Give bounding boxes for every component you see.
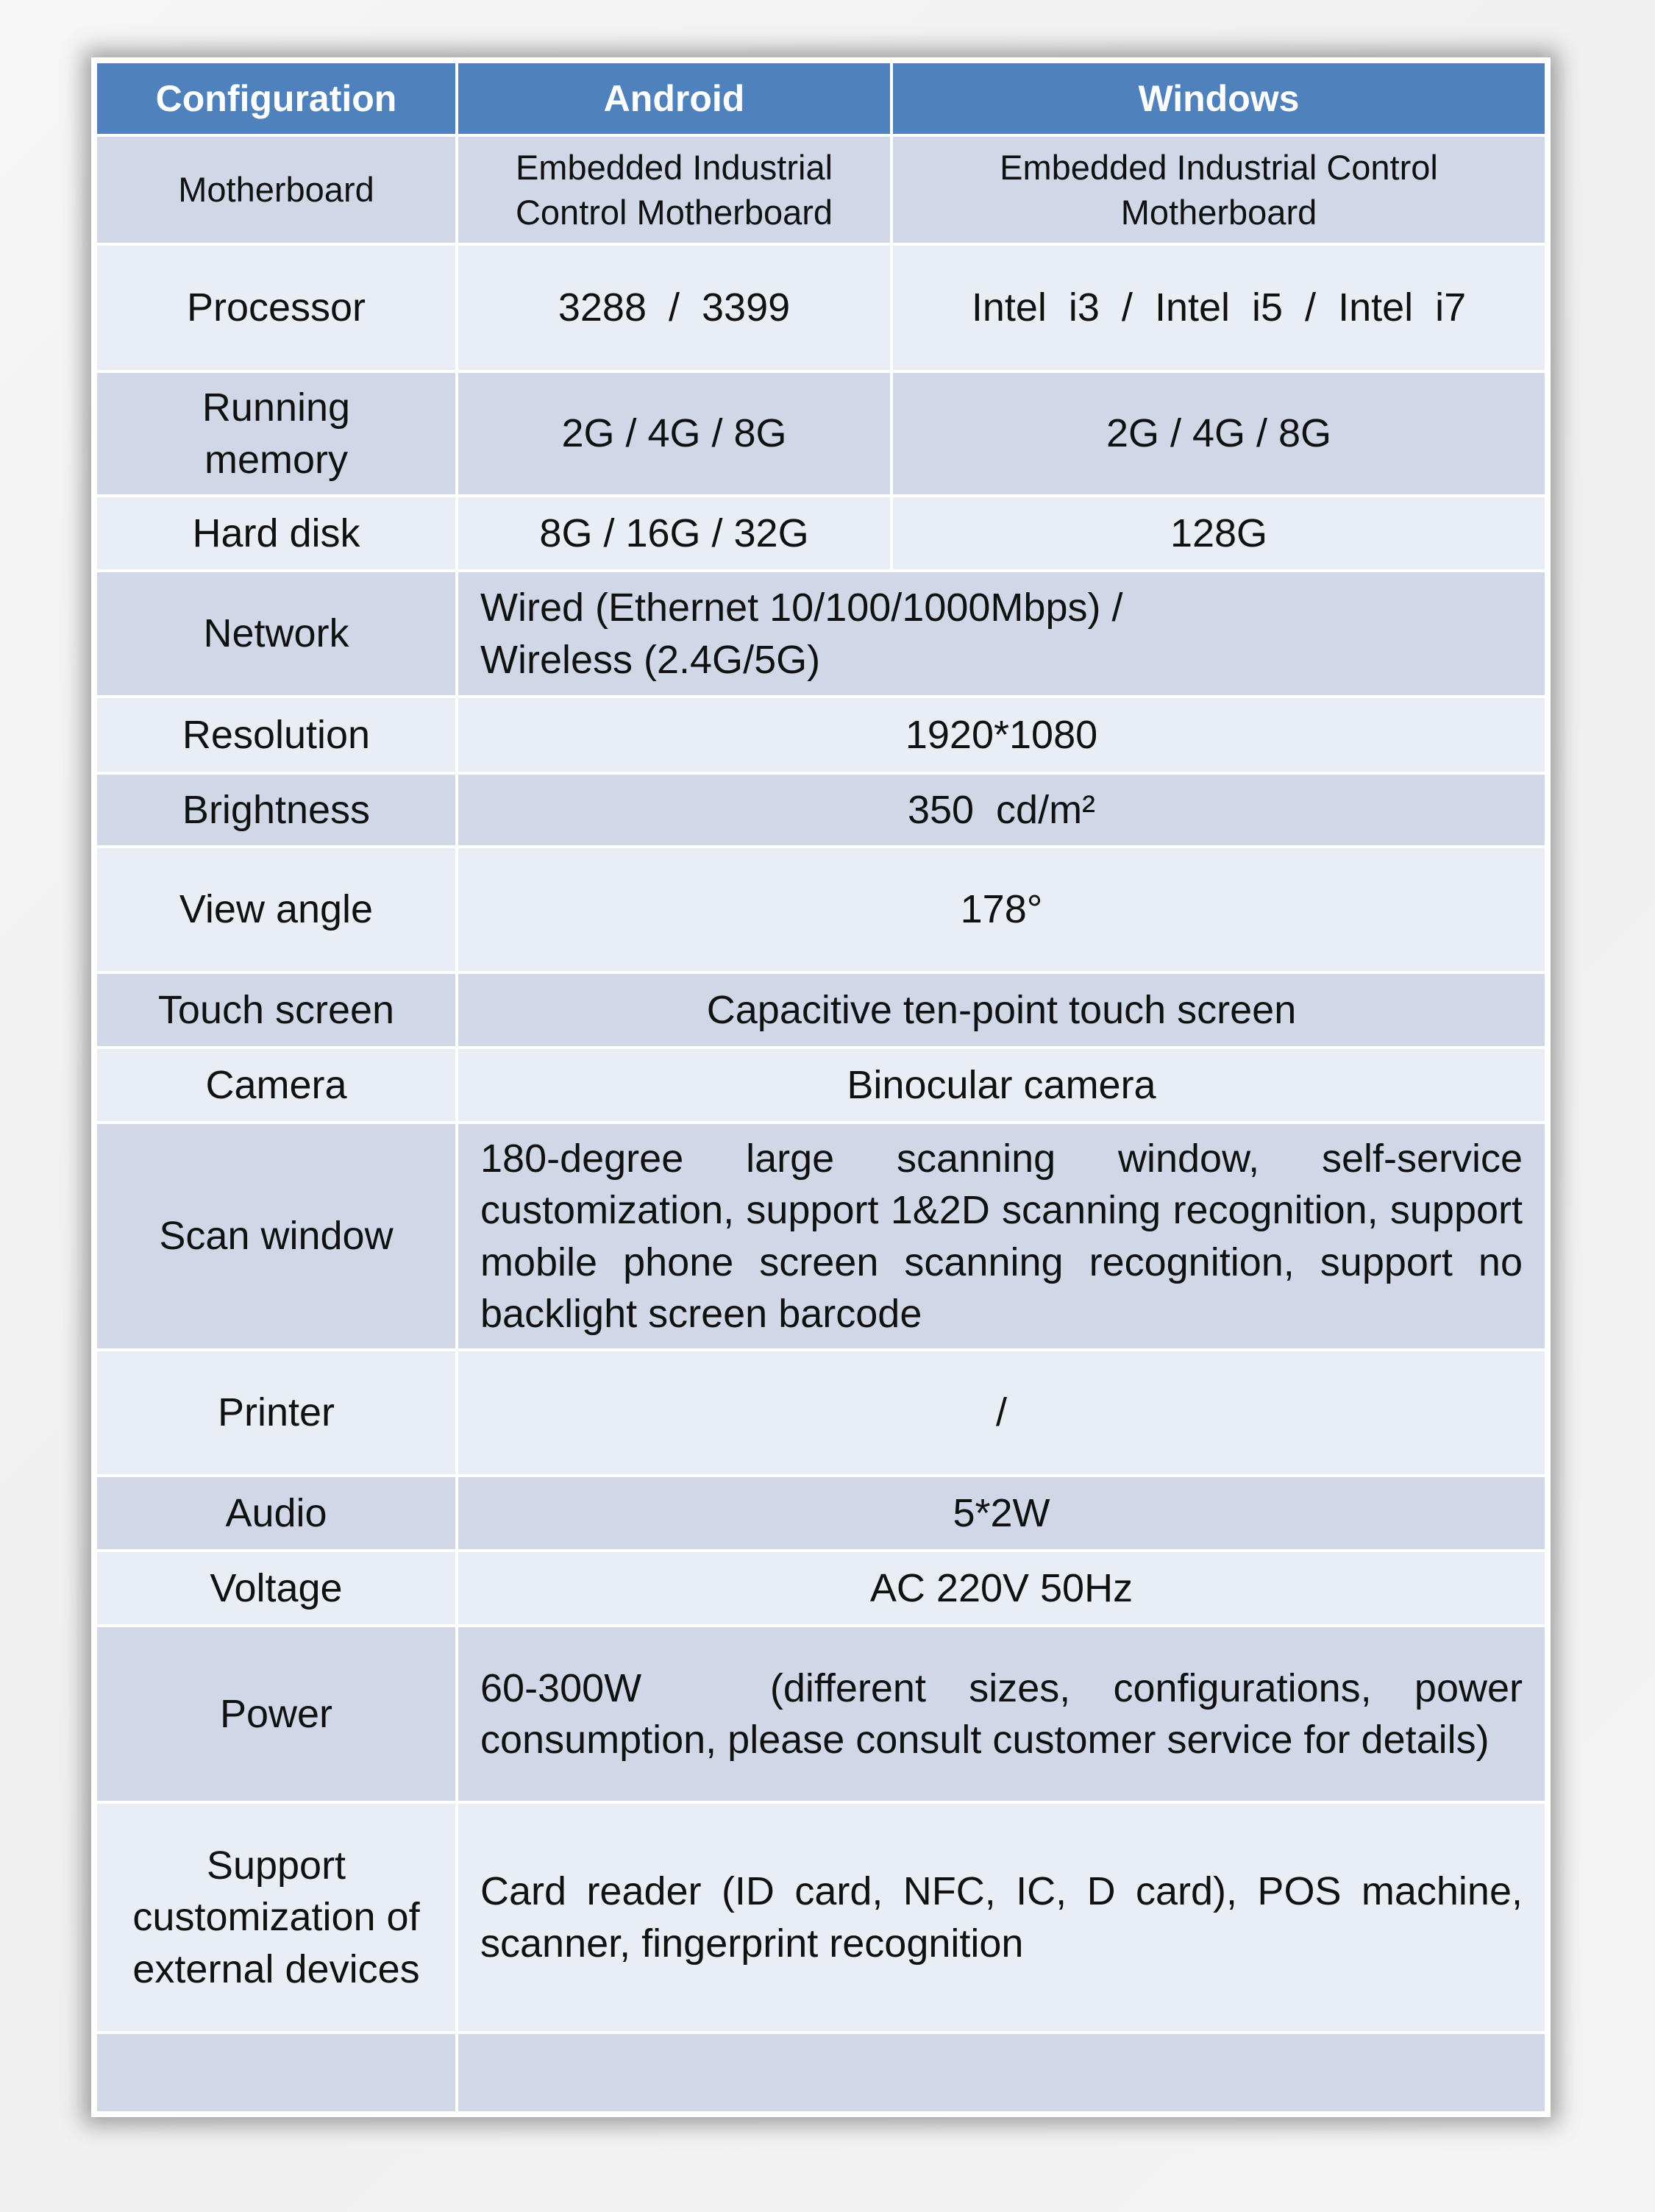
header-android: Android (458, 63, 890, 134)
android-value: 8G / 16G / 32G (458, 497, 890, 569)
table-row: Touch screen Capacitive ten-point touch … (97, 974, 1545, 1046)
row-value: 1920*1080 (458, 698, 1545, 772)
table-row: Power 60-300W (different sizes, configur… (97, 1627, 1545, 1801)
table-row: Brightness 350 cd/m² (97, 775, 1545, 845)
table-row: Network Wired (Ethernet 10/100/1000Mbps)… (97, 572, 1545, 695)
table-row: Camera Binocular camera (97, 1049, 1545, 1121)
row-label: Scan window (97, 1124, 455, 1348)
windows-value: 2G / 4G / 8G (893, 373, 1545, 494)
table-header: Configuration Android Windows (97, 63, 1545, 134)
row-value: AC 220V 50Hz (458, 1552, 1545, 1624)
row-value: Wired (Ethernet 10/100/1000Mbps) / Wirel… (458, 572, 1545, 695)
row-label: Network (97, 572, 455, 695)
row-label: Power (97, 1627, 455, 1801)
table-row: View angle 178° (97, 848, 1545, 971)
row-label: Support customization of external device… (97, 1804, 455, 2031)
windows-value: 128G (893, 497, 1545, 569)
row-value: / (458, 1351, 1545, 1474)
row-value: 180-degree large scanning window, self-s… (458, 1124, 1545, 1348)
row-value: Card reader (ID card, NFC, IC, D card), … (458, 1804, 1545, 2031)
row-label: Processor (97, 246, 455, 370)
android-value: Embedded Industrial Control Motherboard (458, 137, 890, 243)
row-label: Brightness (97, 775, 455, 845)
android-value: 2G / 4G / 8G (458, 373, 890, 494)
table-row: Motherboard Embedded Industrial Control … (97, 137, 1545, 243)
table-row: Voltage AC 220V 50Hz (97, 1552, 1545, 1624)
empty-cell (458, 2034, 1545, 2111)
row-value: 5*2W (458, 1477, 1545, 1549)
empty-cell (97, 2034, 455, 2111)
row-value: Binocular camera (458, 1049, 1545, 1121)
table-row: Hard disk 8G / 16G / 32G 128G (97, 497, 1545, 569)
table-row: Processor 3288 / 3399 Intel i3 / Intel i… (97, 246, 1545, 370)
header-windows: Windows (893, 63, 1545, 134)
table-row: Resolution 1920*1080 (97, 698, 1545, 772)
empty-row (97, 2034, 1545, 2111)
table-row: Running memory 2G / 4G / 8G 2G / 4G / 8G (97, 373, 1545, 494)
spec-table-container: Configuration Android Windows Motherboar… (91, 57, 1551, 2117)
row-value: 60-300W (different sizes, configurations… (458, 1627, 1545, 1801)
row-value: 350 cd/m² (458, 775, 1545, 845)
row-label: View angle (97, 848, 455, 971)
row-label: Resolution (97, 698, 455, 772)
row-label: Hard disk (97, 497, 455, 569)
windows-value: Embedded Industrial Control Motherboard (893, 137, 1545, 243)
android-value: 3288 / 3399 (458, 246, 890, 370)
row-label: Printer (97, 1351, 455, 1474)
row-label: Touch screen (97, 974, 455, 1046)
row-label: Audio (97, 1477, 455, 1549)
row-value: Capacitive ten-point touch screen (458, 974, 1545, 1046)
windows-value: Intel i3 / Intel i5 / Intel i7 (893, 246, 1545, 370)
row-label: Motherboard (97, 137, 455, 243)
header-configuration: Configuration (97, 63, 455, 134)
table-row: Printer / (97, 1351, 1545, 1474)
configuration-table: Configuration Android Windows Motherboar… (94, 60, 1548, 2114)
row-label: Voltage (97, 1552, 455, 1624)
table-row: Support customization of external device… (97, 1804, 1545, 2031)
table-row: Audio 5*2W (97, 1477, 1545, 1549)
row-label: Camera (97, 1049, 455, 1121)
row-label: Running memory (97, 373, 455, 494)
row-value: 178° (458, 848, 1545, 971)
table-row: Scan window 180-degree large scanning wi… (97, 1124, 1545, 1348)
